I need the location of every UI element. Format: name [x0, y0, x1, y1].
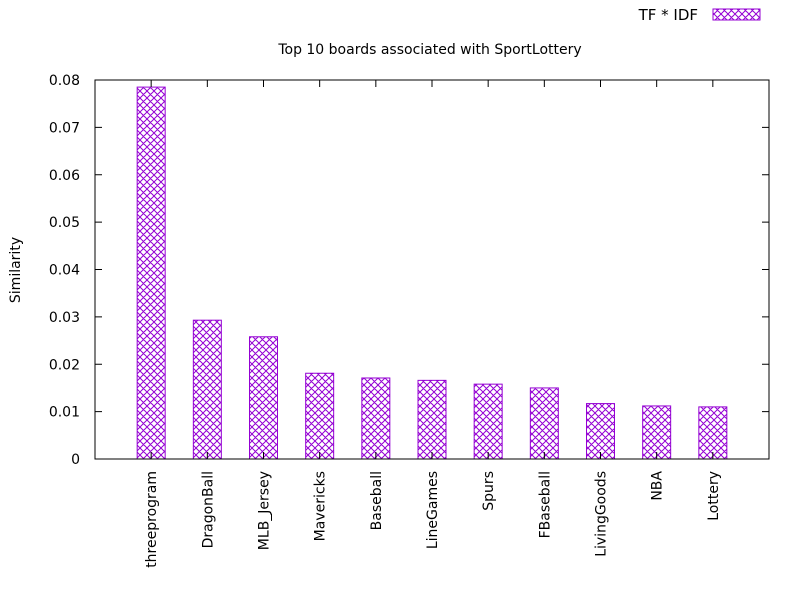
x-tick-label: NBA: [650, 471, 666, 501]
bar-nba: [642, 405, 672, 460]
bar-livinggoods: [586, 403, 615, 460]
x-tick-label: Spurs: [481, 471, 497, 511]
bars: [136, 86, 728, 460]
bar-linegames: [417, 379, 447, 460]
x-tick-label: DragonBall: [200, 471, 216, 548]
legend-swatch: [712, 8, 761, 21]
plot-frame: [94, 79, 770, 460]
y-tick-label: 0.02: [49, 357, 80, 373]
bar-baseball: [361, 377, 391, 460]
y-tick-label: 0.07: [49, 120, 80, 136]
x-tick-label: MLB_Jersey: [257, 471, 273, 550]
y-tick-label: 0.08: [49, 73, 80, 89]
bar-dragonball: [192, 319, 222, 460]
y-tick-label: 0.03: [49, 310, 80, 326]
y-axis-label: Similarity: [8, 237, 24, 303]
x-tick-label: Lottery: [706, 471, 722, 521]
y-tick-label: 0: [71, 452, 80, 468]
legend: TF * IDF: [638, 6, 761, 24]
bar-threeprogram: [136, 86, 166, 460]
bar-mavericks: [305, 372, 335, 460]
x-tick-label: LivingGoods: [594, 471, 610, 557]
x-tick-label: Mavericks: [313, 471, 329, 541]
y-tick-label: 0.01: [49, 405, 80, 421]
x-tick-label: threeprogram: [144, 471, 160, 568]
bar-lottery: [698, 406, 728, 460]
y-axis-ticks: 0 0.01 0.02 0.03 0.04 0.05 0.06 0.07 0.08: [49, 73, 769, 468]
x-tick-label: Baseball: [369, 471, 385, 530]
y-tick-label: 0.04: [49, 263, 80, 279]
legend-label: TF * IDF: [638, 6, 698, 24]
bar-spurs: [473, 383, 503, 460]
y-tick-label: 0.06: [49, 168, 80, 184]
x-tick-label: FBaseball: [537, 471, 553, 538]
bar-fbaseball: [529, 387, 559, 460]
x-axis-ticks: threeprogram DragonBall MLB_Jersey Maverick…: [144, 80, 722, 568]
x-tick-label: LineGames: [425, 471, 441, 549]
bar-mlb-jersey: [249, 336, 278, 460]
y-tick-label: 0.05: [49, 215, 80, 231]
chart-title: Top 10 boards associated with SportLotte…: [277, 42, 581, 58]
